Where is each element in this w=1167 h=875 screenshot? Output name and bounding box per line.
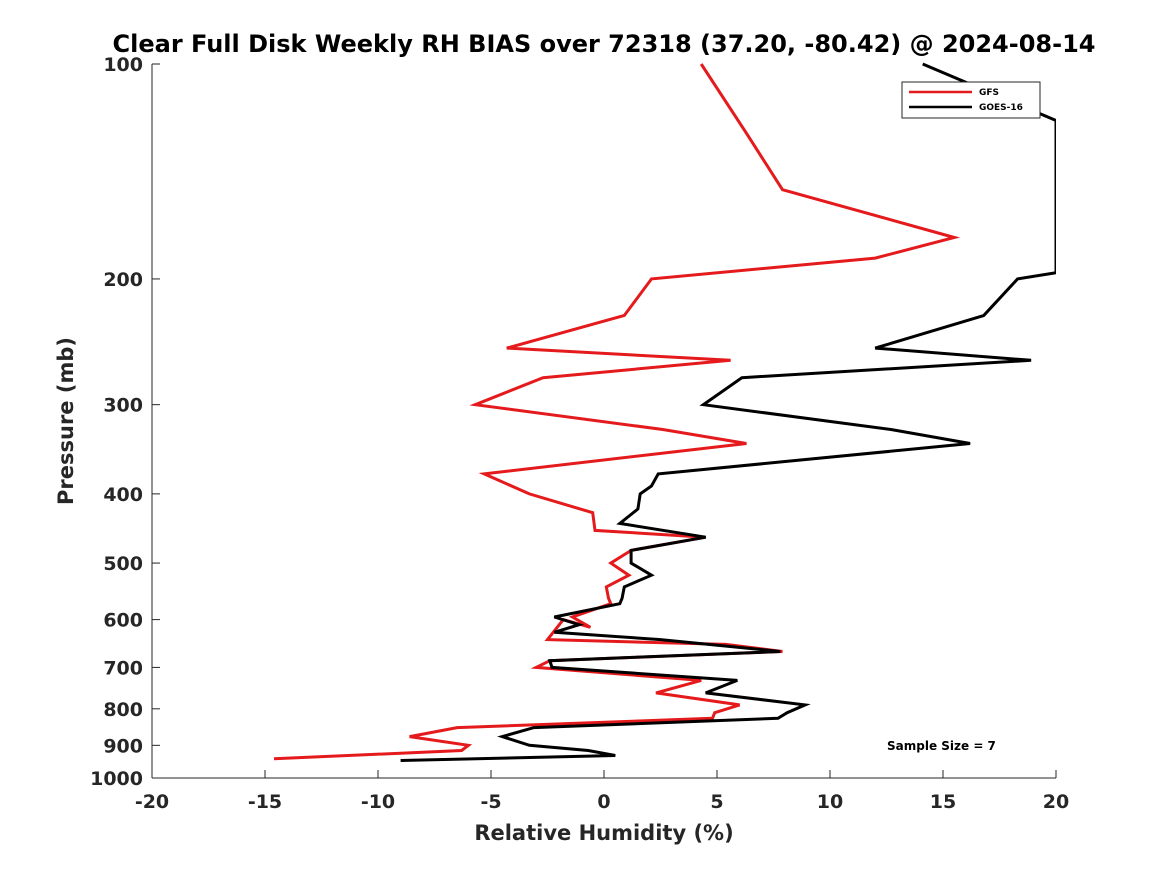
- series-line-goes16: [400, 62, 1056, 762]
- x-tick-label: 20: [1043, 791, 1069, 813]
- y-tick-label: 500: [103, 553, 143, 575]
- x-tick-label: -15: [248, 791, 282, 813]
- x-tick-label: 10: [817, 791, 843, 813]
- x-tick-label: 0: [597, 791, 610, 813]
- y-tick-label: 100: [103, 54, 143, 76]
- series-layer: [273, 62, 1056, 762]
- legend: GFS GOES-16: [901, 81, 1041, 119]
- x-tick-label: -5: [480, 791, 501, 813]
- y-tick-label: 200: [103, 269, 143, 291]
- y-tick-label: 700: [103, 657, 143, 679]
- sample-size-annotation: Sample Size = 7: [887, 739, 996, 753]
- x-tick-label: 5: [710, 791, 723, 813]
- x-tick-label: -20: [135, 791, 169, 813]
- y-tick-label: 400: [103, 484, 143, 506]
- y-axis-label: Pressure (mb): [54, 337, 78, 505]
- y-tick-label: 600: [103, 610, 143, 632]
- x-tick-label: -10: [361, 791, 395, 813]
- legend-box: [901, 81, 1041, 119]
- y-tick-label: 800: [103, 699, 143, 721]
- legend-label-gfs: GFS: [979, 88, 999, 98]
- x-axis-ticks: -20 -15 -10 -5 0 5 10 15 20: [135, 770, 1069, 813]
- x-axis-label: Relative Humidity (%): [474, 821, 733, 845]
- chart-title: Clear Full Disk Weekly RH BIAS over 7231…: [113, 30, 1096, 58]
- y-tick-label: 900: [103, 735, 143, 757]
- y-tick-label: 1000: [90, 768, 143, 790]
- y-axis-ticks: 100 200 300 400 500 600 700 800 900 1000: [90, 54, 160, 790]
- y-tick-label: 300: [103, 395, 143, 417]
- series-line-gfs: [273, 63, 961, 761]
- legend-label-goes16: GOES-16: [979, 103, 1023, 113]
- x-tick-label: 15: [930, 791, 956, 813]
